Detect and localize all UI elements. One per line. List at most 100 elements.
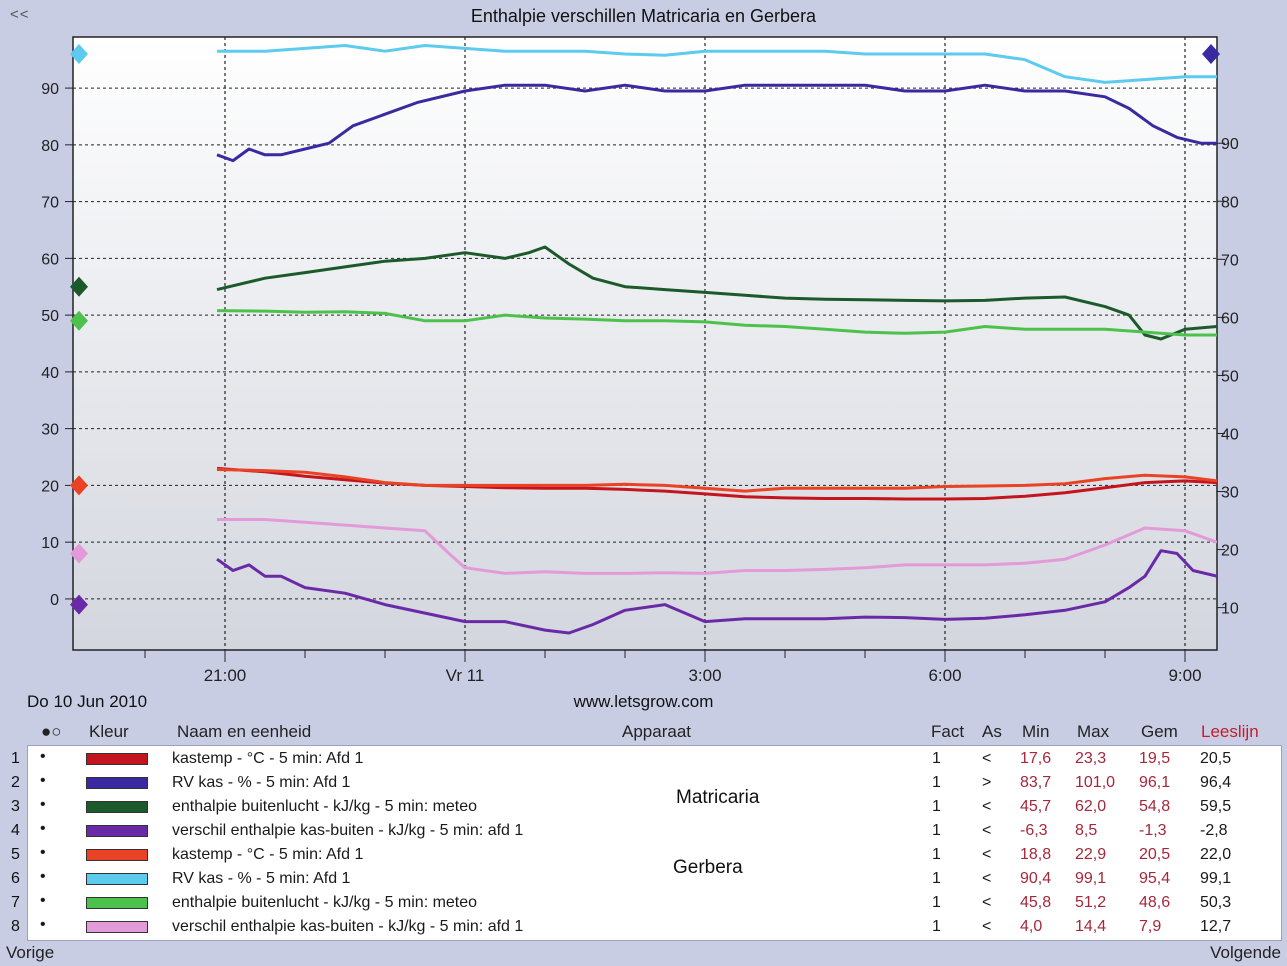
legend-row[interactable]: • enthalpie buitenlucht - kJ/kg - 5 min: … — [27, 795, 1282, 819]
series-mean: 96,1 — [1139, 774, 1171, 791]
color-swatch[interactable] — [86, 801, 148, 813]
header-as: As — [982, 722, 1002, 741]
legend-row[interactable]: • verschil enthalpie kas-buiten - kJ/kg -… — [27, 819, 1282, 843]
chart: 0 10 20 30 40 50 60 70 80 90 10 20 30 40 50 60 70 80 90 21:… — [41, 36, 1239, 685]
series-line-5 — [216, 468, 1217, 493]
series-axis: < — [982, 846, 992, 863]
color-swatch[interactable] — [86, 777, 148, 789]
series-factor: 1 — [932, 870, 941, 887]
legend-row[interactable]: • RV kas - % - 5 min: Afd 1 1 >83,7 101,0 96,… — [27, 771, 1282, 795]
series-reading: -2,8 — [1200, 822, 1228, 839]
series-axis: < — [982, 822, 992, 839]
series-axis: < — [982, 870, 992, 887]
series-min: -6,3 — [1020, 822, 1048, 839]
legend-row[interactable]: • kastemp - °C - 5 min: Afd 1 1 <18,8 22,9 20… — [27, 843, 1282, 867]
legend-row[interactable]: • verschil enthalpie kas-buiten - kJ/kg -… — [27, 915, 1282, 939]
series-name: kastemp - °C - 5 min: Afd 1 — [172, 750, 364, 767]
series-factor: 1 — [932, 918, 941, 935]
series-reading: 96,4 — [1200, 774, 1232, 791]
header-gem: Gem — [1141, 722, 1178, 741]
next-button[interactable]: Volgende — [1210, 943, 1281, 962]
right-axis-marker — [1202, 44, 1220, 65]
series-factor: 1 — [932, 846, 941, 863]
visibility-bullet: • — [40, 892, 46, 909]
y-tick-label-right: 40 — [1221, 426, 1239, 443]
y-tick-label-left: 30 — [41, 422, 59, 439]
header-min: Min — [1022, 722, 1050, 741]
color-swatch[interactable] — [86, 753, 148, 765]
left-axis-marker — [70, 276, 88, 297]
series-max: 51,2 — [1075, 894, 1107, 911]
color-swatch[interactable] — [86, 849, 148, 861]
series-reading: 12,7 — [1200, 918, 1232, 935]
series-mean: 7,9 — [1139, 918, 1162, 935]
visibility-bullet: • — [40, 868, 46, 885]
series-factor: 1 — [932, 894, 941, 911]
y-tick-label-right: 70 — [1221, 252, 1239, 269]
previous-button[interactable]: Vorige — [6, 943, 55, 962]
header-max: Max — [1077, 722, 1110, 741]
visibility-bullet: • — [40, 748, 46, 765]
color-swatch[interactable] — [86, 825, 148, 837]
series-min: 90,4 — [1020, 870, 1052, 887]
y-tick-label-left: 50 — [41, 308, 59, 325]
y-tick-label-left: 90 — [41, 81, 59, 98]
series-name: enthalpie buitenlucht - kJ/kg - 5 min: m… — [172, 798, 478, 815]
left-axis-marker — [70, 310, 88, 331]
plot-area — [72, 36, 1218, 651]
back-button[interactable]: << — [10, 6, 30, 23]
left-axis-marker — [70, 44, 88, 65]
series-mean: 19,5 — [1139, 750, 1171, 767]
y-tick-label-left: 40 — [41, 365, 59, 382]
legend-row[interactable]: • RV kas - % - 5 min: Afd 1 1 <90,4 99,1 95,4… — [27, 867, 1282, 891]
visibility-bullet: • — [40, 844, 46, 861]
visibility-bullet: • — [40, 796, 46, 813]
row-number: 6 — [11, 870, 20, 887]
date-label: Do 10 Jun 2010 — [27, 692, 148, 711]
series-mean: 95,4 — [1139, 870, 1171, 887]
series-max: 99,1 — [1075, 870, 1107, 887]
series-name: RV kas - % - 5 min: Afd 1 — [172, 774, 351, 791]
y-tick-label-right: 30 — [1221, 485, 1239, 502]
series-reading: 50,3 — [1200, 894, 1232, 911]
series-line-3 — [216, 245, 1217, 341]
y-tick-label-left: 20 — [41, 478, 59, 495]
series-min: 17,6 — [1020, 750, 1052, 767]
header-dot: ●○ — [41, 722, 62, 741]
y-tick-label-left: 10 — [41, 535, 59, 552]
site-label: www.letsgrow.com — [573, 692, 714, 711]
row-number: 2 — [11, 774, 20, 791]
series-axis: < — [982, 894, 992, 911]
left-axis-marker — [70, 594, 88, 615]
series-min: 18,8 — [1020, 846, 1052, 863]
series-factor: 1 — [932, 822, 941, 839]
x-tick-label: 3:00 — [688, 666, 721, 685]
series-line-6 — [217, 44, 1217, 84]
series-max: 101,0 — [1075, 774, 1116, 791]
row-number: 7 — [11, 894, 20, 911]
chart-title: Enthalpie verschillen Matricaria en Gerb… — [470, 6, 817, 26]
y-tick-label-left: 0 — [50, 592, 59, 609]
color-swatch[interactable] — [86, 897, 148, 909]
row-number: 5 — [11, 846, 20, 863]
header-apparaat: Apparaat — [622, 722, 691, 741]
y-tick-label-right: 60 — [1221, 310, 1239, 327]
series-min: 45,7 — [1020, 798, 1052, 815]
series-factor: 1 — [932, 774, 941, 791]
series-reading: 22,0 — [1200, 846, 1232, 863]
legend-row[interactable]: • enthalpie buitenlucht - kJ/kg - 5 min: … — [27, 891, 1282, 915]
series-factor: 1 — [932, 798, 941, 815]
series-mean: 48,6 — [1139, 894, 1171, 911]
color-swatch[interactable] — [86, 921, 148, 933]
y-tick-label-left: 80 — [41, 138, 59, 155]
series-name: RV kas - % - 5 min: Afd 1 — [172, 870, 351, 887]
series-name: enthalpie buitenlucht - kJ/kg - 5 min: m… — [172, 894, 478, 911]
legend-row[interactable]: • kastemp - °C - 5 min: Afd 1 1 <17,6 23,3 19… — [27, 747, 1282, 771]
series-name: verschil enthalpie kas-buiten - kJ/kg - … — [172, 918, 524, 935]
series-reading: 20,5 — [1200, 750, 1232, 767]
header-kleur: Kleur — [89, 722, 129, 741]
row-number: 1 — [11, 750, 20, 767]
series-axis: > — [982, 774, 992, 791]
color-swatch[interactable] — [86, 873, 148, 885]
series-axis: < — [982, 918, 992, 935]
